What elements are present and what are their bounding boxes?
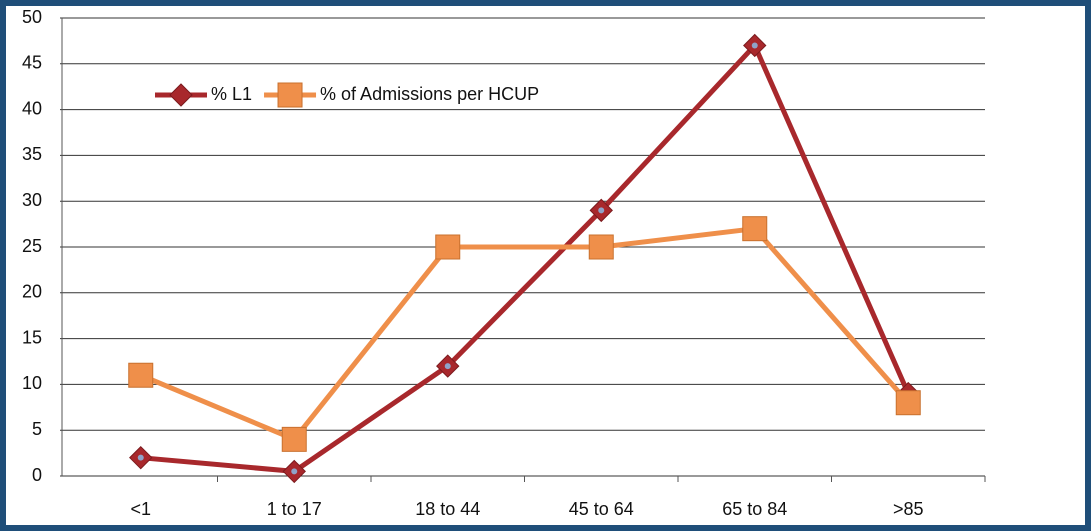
y-tick-label: 15 <box>22 327 42 347</box>
marker <box>742 216 768 242</box>
legend-label: % of Admissions per HCUP <box>320 84 539 104</box>
series-line <box>140 42 911 474</box>
x-tick-label: 1 to 17 <box>267 499 322 519</box>
marker-center <box>291 468 298 475</box>
y-tick-label: 0 <box>32 465 42 485</box>
y-tick-label: 20 <box>22 282 42 302</box>
y-tick-label: 30 <box>22 190 42 210</box>
marker-center <box>598 207 605 214</box>
y-tick-label: 5 <box>32 419 42 439</box>
series <box>128 216 921 452</box>
x-tick-label: >85 <box>893 499 924 519</box>
marker-center <box>137 454 144 461</box>
series <box>129 33 920 484</box>
y-tick-label: 45 <box>22 53 42 73</box>
marker <box>435 234 461 260</box>
legend-label: % L1 <box>211 84 252 104</box>
x-tick-label: 18 to 44 <box>415 499 480 519</box>
y-tick-label: 40 <box>22 98 42 118</box>
y-tick-label: 50 <box>22 7 42 27</box>
x-tick-label: <1 <box>130 499 151 519</box>
marker <box>895 390 921 416</box>
marker <box>277 82 303 108</box>
marker <box>588 234 614 260</box>
x-tick-label: 65 to 84 <box>722 499 787 519</box>
x-tick-label: 45 to 64 <box>569 499 634 519</box>
y-tick-label: 35 <box>22 144 42 164</box>
marker <box>169 83 193 107</box>
y-tick-label: 25 <box>22 236 42 256</box>
marker-center <box>751 42 758 49</box>
series-line <box>139 226 911 442</box>
marker <box>128 362 154 388</box>
y-tick-label: 10 <box>22 373 42 393</box>
marker <box>281 426 307 452</box>
marker-center <box>444 363 451 370</box>
